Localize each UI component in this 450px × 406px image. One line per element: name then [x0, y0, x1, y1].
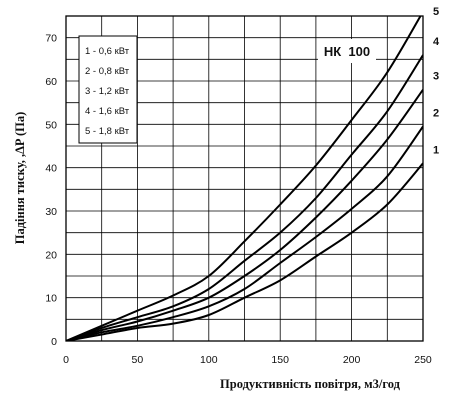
curve-label-4: 4: [433, 36, 440, 48]
curve-label-5: 5: [433, 6, 439, 18]
model-label: НК 100: [324, 44, 370, 59]
y-tick-label: 40: [45, 163, 57, 175]
y-tick-label: 10: [45, 293, 57, 305]
y-tick-label: 30: [45, 206, 57, 218]
y-axis-title: Падіння тиску, ,ΔP (Па): [13, 112, 27, 245]
x-tick-labels: 0 50 100 150 200 250: [63, 354, 432, 366]
x-tick-label: 0: [63, 354, 69, 366]
curves: [66, 16, 423, 341]
x-tick-label: 200: [343, 354, 361, 366]
legend-item: 5 - 1,8 кВт: [85, 126, 130, 137]
curve-2: [66, 125, 423, 341]
curve-5: [66, 16, 422, 341]
curve-3: [66, 89, 423, 341]
y-tick-label: 60: [45, 76, 57, 88]
legend-item: 4 - 1,6 кВт: [85, 106, 130, 117]
legend-item: 3 - 1,2 кВт: [85, 86, 130, 97]
y-tick-labels: 0 10 20 30 40 50 60 70: [45, 33, 57, 348]
y-tick-label: 20: [45, 249, 57, 261]
curve-label-1: 1: [433, 144, 439, 156]
x-tick-label: 250: [414, 354, 432, 366]
x-tick-label: 50: [132, 354, 144, 366]
model-label-box: НК 100: [318, 39, 376, 63]
y-tick-label: 50: [45, 119, 57, 131]
plot-frame: [65, 15, 424, 342]
x-tick-label: 100: [200, 354, 218, 366]
y-tick-label: 0: [51, 336, 57, 348]
curve-label-2: 2: [433, 108, 439, 120]
y-tick-label: 70: [45, 33, 57, 45]
legend-item: 1 - 0,6 кВт: [85, 46, 130, 57]
legend-box: [78, 35, 138, 144]
x-tick-label: 150: [271, 354, 289, 366]
curve-4: [66, 54, 423, 341]
x-axis-title: Продуктивність повітря, м3/год: [220, 377, 401, 391]
curve-end-labels: 1 2 3 4 5: [433, 6, 440, 156]
curve-label-3: 3: [433, 71, 439, 83]
legend-item: 2 - 0,8 кВт: [85, 66, 130, 77]
legend: 1 - 0,6 кВт 2 - 0,8 кВт 3 - 1,2 кВт 4 - 1,6…: [78, 35, 138, 144]
curve-1: [66, 162, 423, 341]
